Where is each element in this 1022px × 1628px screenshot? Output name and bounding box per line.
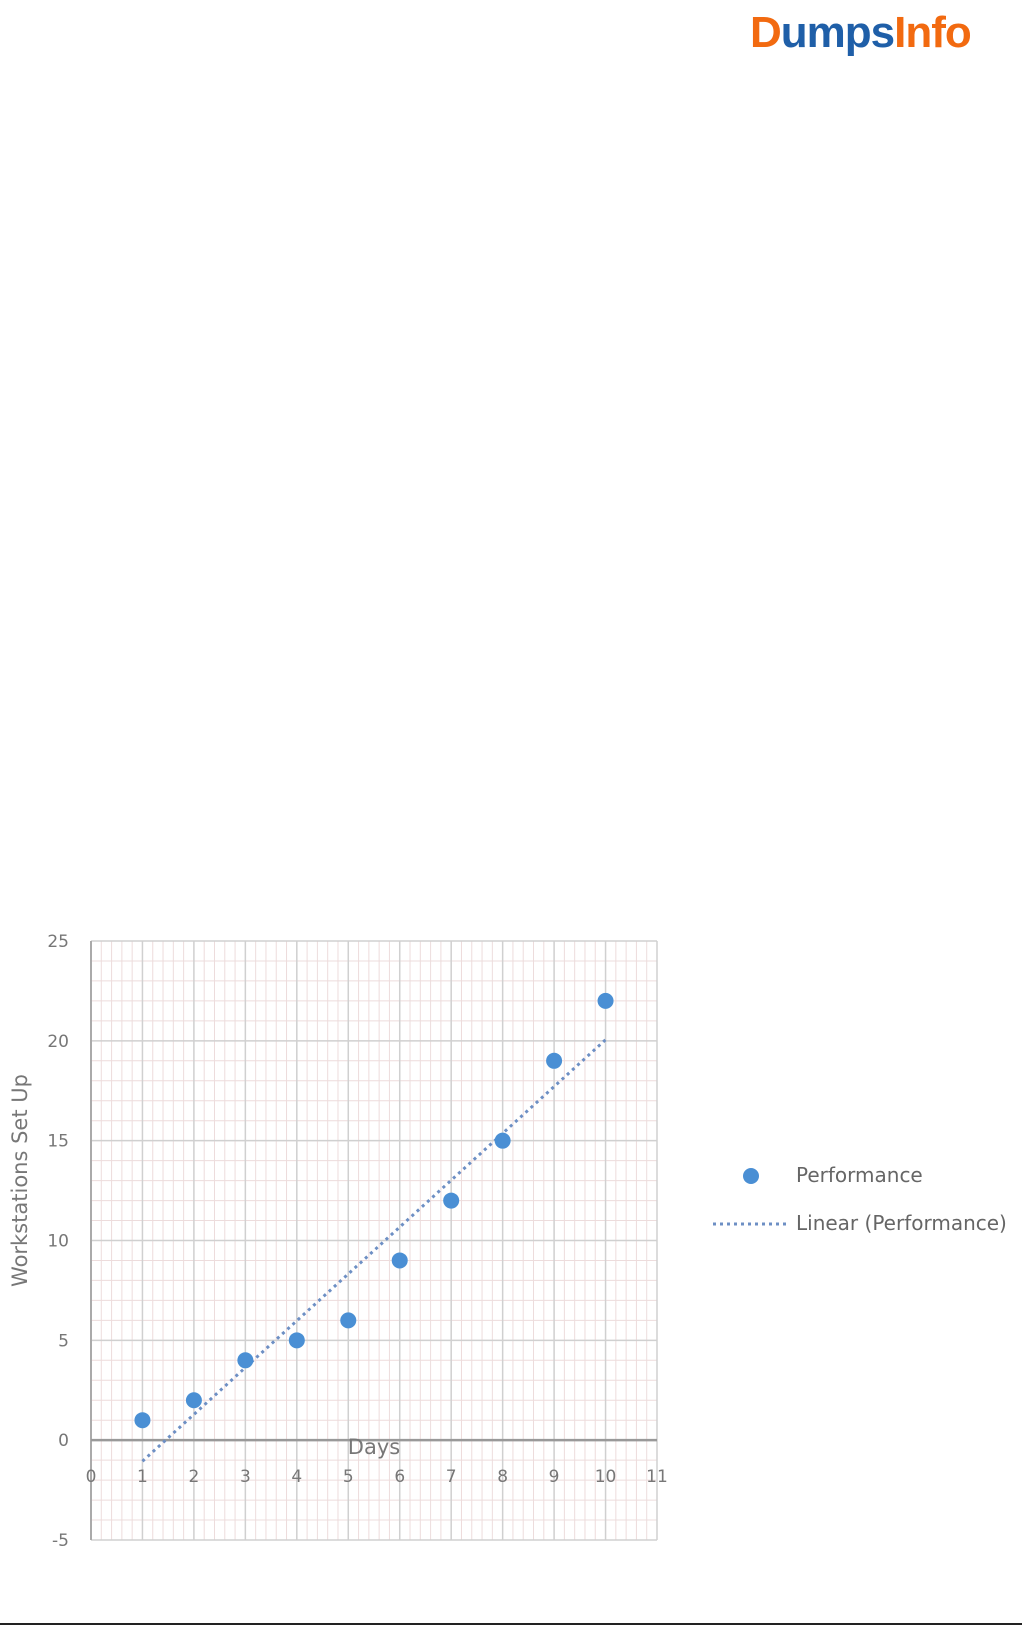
- x-tick-label: 1: [137, 1467, 148, 1487]
- legend-marker-performance: [743, 1168, 759, 1184]
- x-tick-label: 10: [595, 1467, 617, 1487]
- data-point: [288, 1332, 305, 1349]
- x-axis-label: Days: [348, 1435, 400, 1459]
- legend-label-performance: Performance: [796, 1163, 923, 1187]
- data-point: [391, 1252, 408, 1269]
- x-tick-label: 4: [291, 1467, 302, 1487]
- x-tick-label: 0: [86, 1467, 97, 1487]
- y-tick-label: 0: [58, 1431, 69, 1451]
- page-bottom-rule: [0, 1623, 1022, 1625]
- y-tick-label: 25: [47, 932, 69, 952]
- x-tick-label: 11: [646, 1467, 668, 1487]
- legend-label-trendline: Linear (Performance): [796, 1211, 1007, 1235]
- data-point: [546, 1052, 563, 1069]
- y-tick-label: 20: [47, 1032, 69, 1052]
- x-tick-label: 8: [497, 1467, 508, 1487]
- y-tick-label: 5: [58, 1331, 69, 1351]
- data-point: [597, 992, 614, 1009]
- data-point: [340, 1312, 357, 1329]
- logo-info: Info: [894, 8, 972, 57]
- dumpsinfo-logo: DumpsInfo: [750, 8, 972, 58]
- x-tick-label: 5: [343, 1467, 354, 1487]
- data-point: [443, 1192, 460, 1209]
- y-tick-label: 10: [47, 1232, 69, 1252]
- x-tick-label: 3: [240, 1467, 251, 1487]
- data-point: [237, 1352, 254, 1369]
- x-tick-label: 9: [549, 1467, 560, 1487]
- logo-umps: umps: [780, 8, 895, 57]
- logo-d: D: [750, 8, 782, 57]
- x-tick-label: 6: [394, 1467, 405, 1487]
- x-tick-label: 2: [188, 1467, 199, 1487]
- y-axis-label: Workstations Set Up: [8, 1074, 32, 1287]
- x-tick-label: 7: [446, 1467, 457, 1487]
- data-point: [185, 1392, 202, 1409]
- data-point: [134, 1412, 151, 1429]
- y-tick-label: -5: [52, 1531, 69, 1551]
- y-tick-label: 15: [47, 1132, 69, 1152]
- data-point: [494, 1132, 511, 1149]
- trendline: [141, 1038, 607, 1463]
